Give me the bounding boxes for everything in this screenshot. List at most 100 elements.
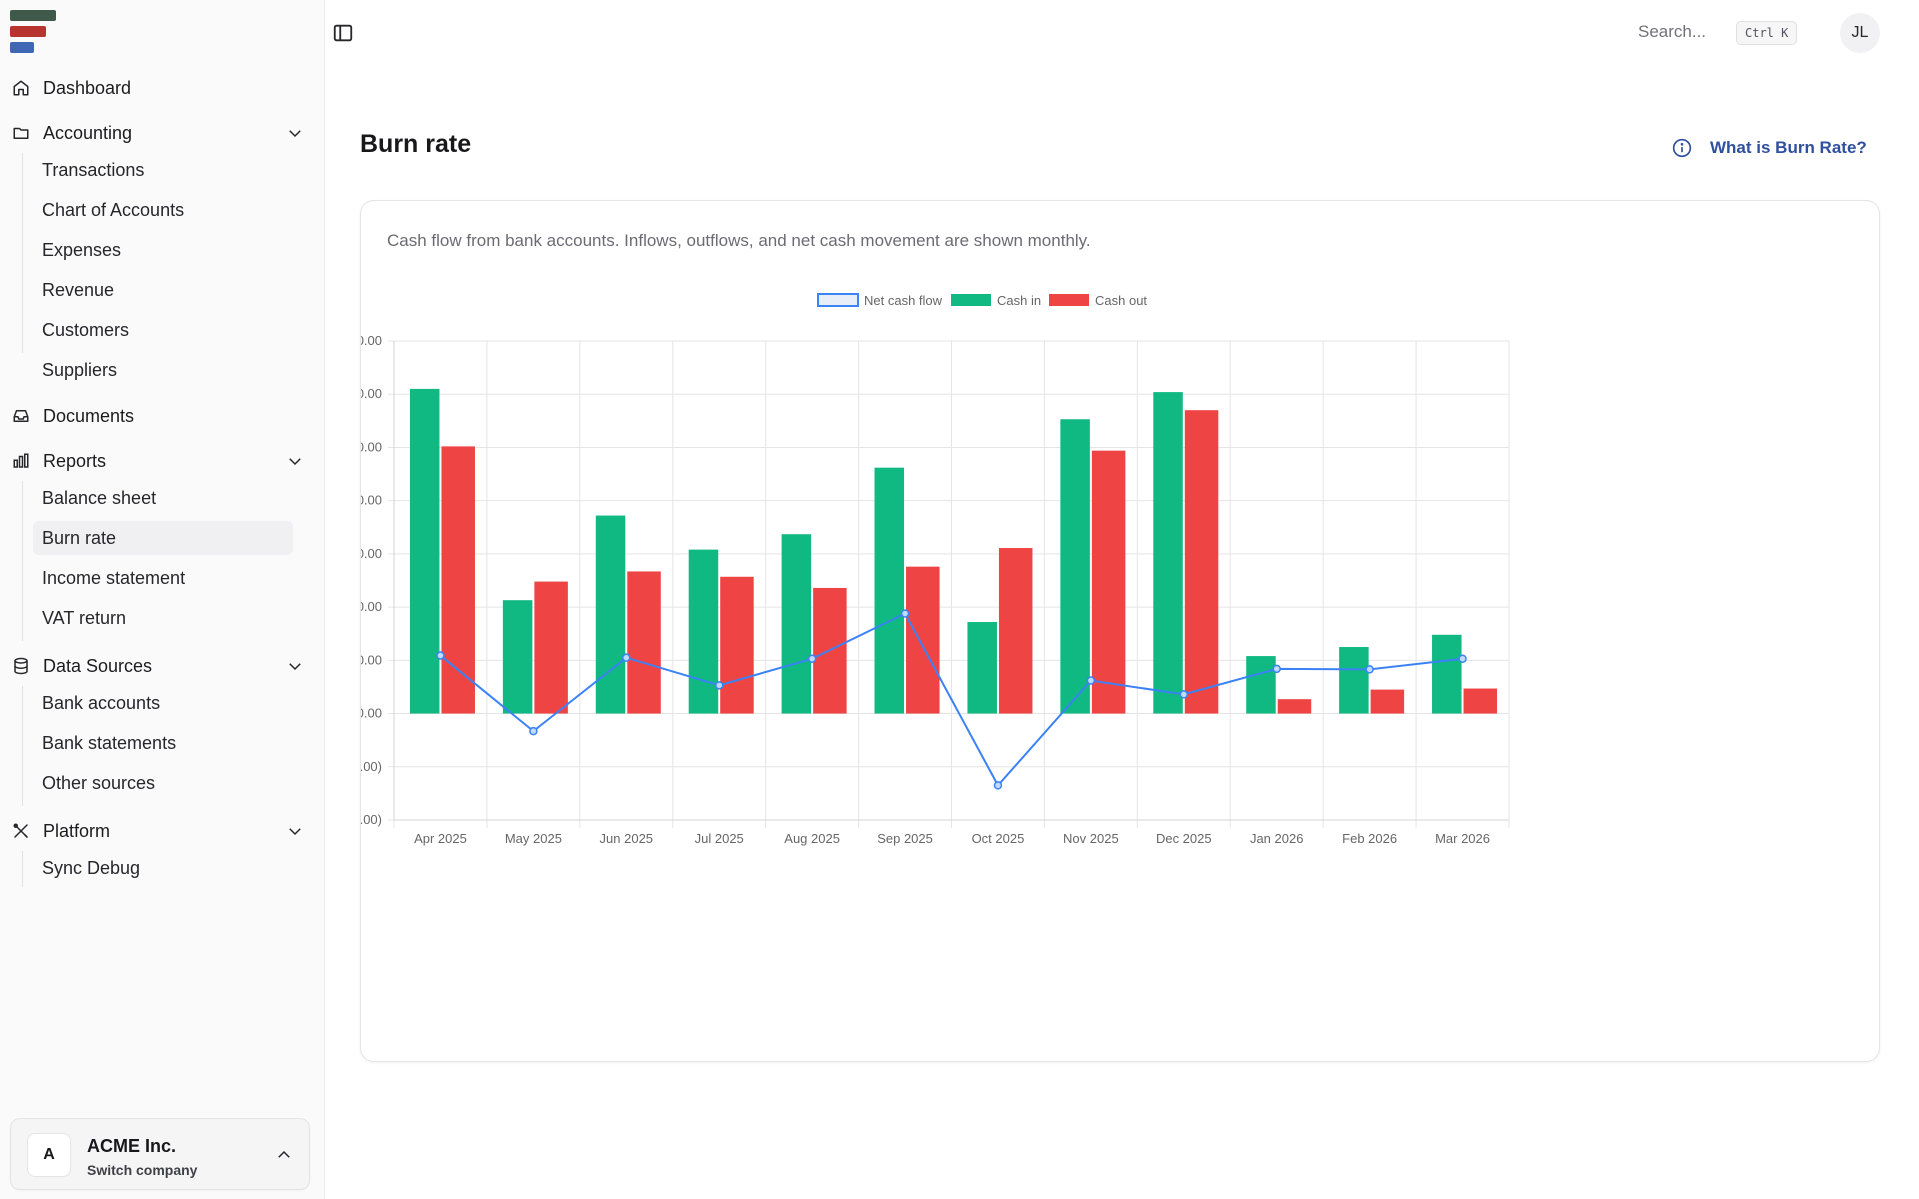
database-icon — [10, 655, 32, 677]
user-avatar[interactable]: JL — [1840, 13, 1880, 53]
chevron-down-icon[interactable] — [286, 822, 304, 840]
sidebar: Dashboard Accounting Transactions Chart … — [0, 0, 325, 1199]
sidebar-item-chart-of-accounts[interactable]: Chart of Accounts — [42, 199, 185, 220]
sidebar-item-accounting[interactable]: Accounting — [8, 116, 318, 150]
x-tick-label: Oct 2025 — [972, 831, 1025, 846]
sidebar-item-suppliers[interactable]: Suppliers — [42, 359, 118, 380]
net-cash-flow-point — [622, 653, 631, 662]
company-logo[interactable] — [10, 10, 58, 54]
bar-cash-out — [1370, 689, 1405, 714]
search-input[interactable]: Search... — [1638, 22, 1707, 41]
bar-cash-out — [1277, 699, 1312, 714]
bar-cash-in — [1153, 392, 1183, 714]
bar-cash-out — [1184, 410, 1219, 714]
help-link-label: What is Burn Rate? — [1710, 138, 1867, 157]
y-tick-label: €7,000.00 — [361, 333, 382, 348]
net-cash-flow-point — [436, 651, 445, 660]
y-tick-label: €4,000.00 — [361, 493, 382, 508]
accounting-submenu: Transactions Chart of Accounts Expenses … — [22, 153, 184, 380]
folder-icon — [10, 122, 32, 144]
net-cash-flow-point — [714, 681, 724, 690]
sidebar-item-vat-return[interactable]: VAT return — [42, 607, 127, 628]
x-tick-label: Nov 2025 — [1063, 831, 1119, 846]
bar-cash-in — [874, 467, 905, 714]
sidebar-item-bank-statements[interactable]: Bank statements — [42, 732, 177, 753]
chevron-down-icon[interactable] — [286, 657, 304, 675]
y-tick-label: (€2,000.00) — [361, 812, 382, 827]
sidebar-item-income-statement[interactable]: Income statement — [42, 567, 186, 588]
platform-submenu: Sync Debug — [22, 851, 140, 887]
x-tick-label: Apr 2025 — [414, 831, 467, 846]
net-cash-flow-point — [1458, 654, 1467, 663]
net-cash-flow-point — [1272, 664, 1281, 674]
sidebar-item-balance-sheet[interactable]: Balance sheet — [42, 487, 157, 508]
legend-label: Cash out — [1095, 293, 1147, 308]
what-is-burn-rate-link[interactable]: What is Burn Rate? — [1672, 136, 1867, 160]
page-title: Burn rate — [360, 130, 472, 158]
y-tick-label: €2,000.00 — [361, 599, 382, 614]
sidebar-item-other-sources[interactable]: Other sources — [42, 772, 156, 793]
sidebar-item-platform[interactable]: Platform — [8, 814, 318, 848]
sidebar-item-dashboard[interactable]: Dashboard — [8, 71, 318, 105]
bar-cash-out — [720, 576, 754, 714]
bar-cash-in — [409, 388, 440, 714]
bar-cash-in — [781, 534, 812, 714]
x-tick-label: May 2025 — [505, 831, 562, 846]
home-icon — [10, 77, 32, 99]
company-switcher[interactable]: A ACME Inc. Switch company — [10, 1118, 310, 1190]
burn-rate-chart: €7,000.00 €6,000.00 €5,000.00 €4,000.00 €3,0… — [361, 293, 1510, 846]
chevron-down-icon[interactable] — [286, 452, 304, 470]
net-cash-flow-point — [1086, 676, 1096, 685]
sidebar-item-bank-accounts[interactable]: Bank accounts — [42, 692, 161, 713]
data-sources-submenu: Bank accounts Bank statements Other sour… — [22, 686, 176, 806]
sidebar-item-data-sources[interactable]: Data Sources — [8, 649, 318, 683]
net-cash-flow-point — [900, 609, 910, 618]
reports-submenu: Balance sheet Burn rate Income statement… — [22, 481, 293, 641]
x-tick-label: Jul 2025 — [695, 831, 744, 846]
chevron-down-icon[interactable] — [286, 124, 304, 142]
sidebar-item-label: Documents — [43, 405, 135, 426]
sidebar-item-burn-rate[interactable]: Burn rate — [33, 521, 293, 555]
x-tick-label: Jan 2026 — [1250, 831, 1304, 846]
bar-cash-in — [1339, 647, 1369, 714]
bar-cash-out — [906, 566, 940, 714]
bar-cash-out — [998, 548, 1033, 714]
bar-cash-out — [441, 446, 475, 714]
company-name: ACME Inc. — [87, 1136, 177, 1156]
x-tick-label: Jun 2025 — [600, 831, 654, 846]
sidebar-item-label: Accounting — [43, 122, 133, 143]
sidebar-item-label: Dashboard — [43, 77, 132, 98]
y-tick-label: €5,000.00 — [361, 439, 382, 454]
sidebar-item-documents[interactable]: Documents — [8, 399, 318, 433]
sidebar-toggle-icon[interactable] — [332, 22, 354, 44]
x-tick-label: Mar 2026 — [1435, 831, 1490, 846]
x-tick-label: Dec 2025 — [1156, 831, 1212, 846]
legend-swatch — [1049, 294, 1089, 306]
sidebar-item-sync-debug[interactable]: Sync Debug — [42, 857, 141, 878]
net-cash-flow-point — [807, 654, 817, 663]
net-cash-flow-point — [1179, 690, 1189, 699]
y-tick-label: €1,000.00 — [361, 652, 382, 667]
sidebar-item-reports[interactable]: Reports — [8, 444, 318, 478]
search-shortcut-badge: Ctrl K — [1736, 21, 1798, 45]
company-avatar: A — [27, 1133, 71, 1177]
bar-cash-out — [1091, 450, 1126, 714]
x-tick-label: Aug 2025 — [784, 831, 840, 846]
legend-swatch — [817, 293, 859, 307]
sidebar-item-transactions[interactable]: Transactions — [42, 159, 145, 180]
bar-cash-in — [967, 622, 997, 714]
net-cash-flow-point — [993, 781, 1003, 790]
y-tick-label: €3,000.00 — [361, 546, 382, 561]
legend-label: Net cash flow — [864, 293, 943, 308]
bar-cash-in — [1246, 656, 1276, 714]
bar-cash-in — [502, 600, 533, 714]
bar-cash-in — [1060, 419, 1090, 714]
sidebar-item-customers[interactable]: Customers — [42, 319, 130, 340]
sidebar-item-revenue[interactable]: Revenue — [42, 279, 115, 300]
y-tick-label: (€1,000.00) — [361, 759, 382, 774]
info-icon — [1672, 138, 1692, 158]
tools-icon — [10, 820, 32, 842]
x-tick-label: Sep 2025 — [877, 831, 933, 846]
chevron-up-icon — [278, 1150, 290, 1158]
sidebar-item-expenses[interactable]: Expenses — [42, 239, 122, 260]
